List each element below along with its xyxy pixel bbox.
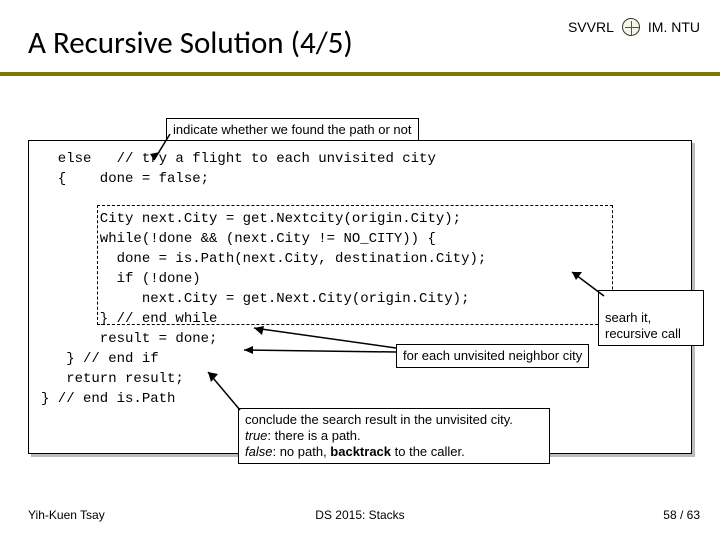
cb-false-r2: to the caller. xyxy=(391,444,465,459)
header-ntu: IM. NTU xyxy=(648,19,700,35)
footer-course: DS 2015: Stacks xyxy=(315,508,404,522)
footer-author: Yih-Kuen Tsay xyxy=(28,508,105,522)
title-underline xyxy=(0,72,720,76)
code-l11: } // end if xyxy=(41,351,159,367)
code-l5: while(!done && (next.City != NO_CITY)) { xyxy=(41,231,436,247)
callout-mid: for each unvisited neighbor city xyxy=(396,344,589,368)
callout-bottom-l3: false: no path, backtrack to the caller. xyxy=(245,444,543,460)
code-l10: result = done; xyxy=(41,331,217,347)
callout-bottom: conclude the search result in the unvisi… xyxy=(238,408,550,464)
callout-bottom-l2: true: there is a path. xyxy=(245,428,543,444)
code-l6: done = is.Path(next.City, destination.Ci… xyxy=(41,251,486,267)
slide-title: A Recursive Solution (4/5) xyxy=(28,24,353,62)
cb-backtrack: backtrack xyxy=(330,444,391,459)
cb-false: false xyxy=(245,444,272,459)
logo-icon xyxy=(622,18,640,36)
code-l12: return result; xyxy=(41,371,184,387)
header-svvrl: SVVRL xyxy=(568,19,614,35)
footer-page: 58 / 63 xyxy=(663,508,700,522)
code-l2: { done = false; xyxy=(41,171,209,187)
code-l8: next.City = get.Next.City(origin.City); xyxy=(41,291,469,307)
cb-true-rest: : there is a path. xyxy=(267,428,360,443)
cb-false-r1: : no path, xyxy=(272,444,330,459)
code-l4: City next.City = get.Nextcity(origin.Cit… xyxy=(41,211,461,227)
code-content: else // try a flight to each unvisited c… xyxy=(41,149,486,409)
callout-right: searh it, recursive call xyxy=(598,290,704,346)
header-right: SVVRL IM. NTU xyxy=(568,18,700,36)
callout-top: indicate whether we found the path or no… xyxy=(166,118,419,142)
code-l9: } // end while xyxy=(41,311,217,327)
callout-top-text: indicate whether we found the path or no… xyxy=(173,122,412,137)
callout-right-text: searh it, recursive call xyxy=(605,310,681,341)
code-l13: } // end is.Path xyxy=(41,391,175,407)
code-l7: if (!done) xyxy=(41,271,201,287)
callout-mid-text: for each unvisited neighbor city xyxy=(403,348,582,363)
callout-bottom-l1: conclude the search result in the unvisi… xyxy=(245,412,543,428)
cb-true: true xyxy=(245,428,267,443)
code-l1: else // try a flight to each unvisited c… xyxy=(41,151,436,167)
code-box: else // try a flight to each unvisited c… xyxy=(28,140,692,454)
